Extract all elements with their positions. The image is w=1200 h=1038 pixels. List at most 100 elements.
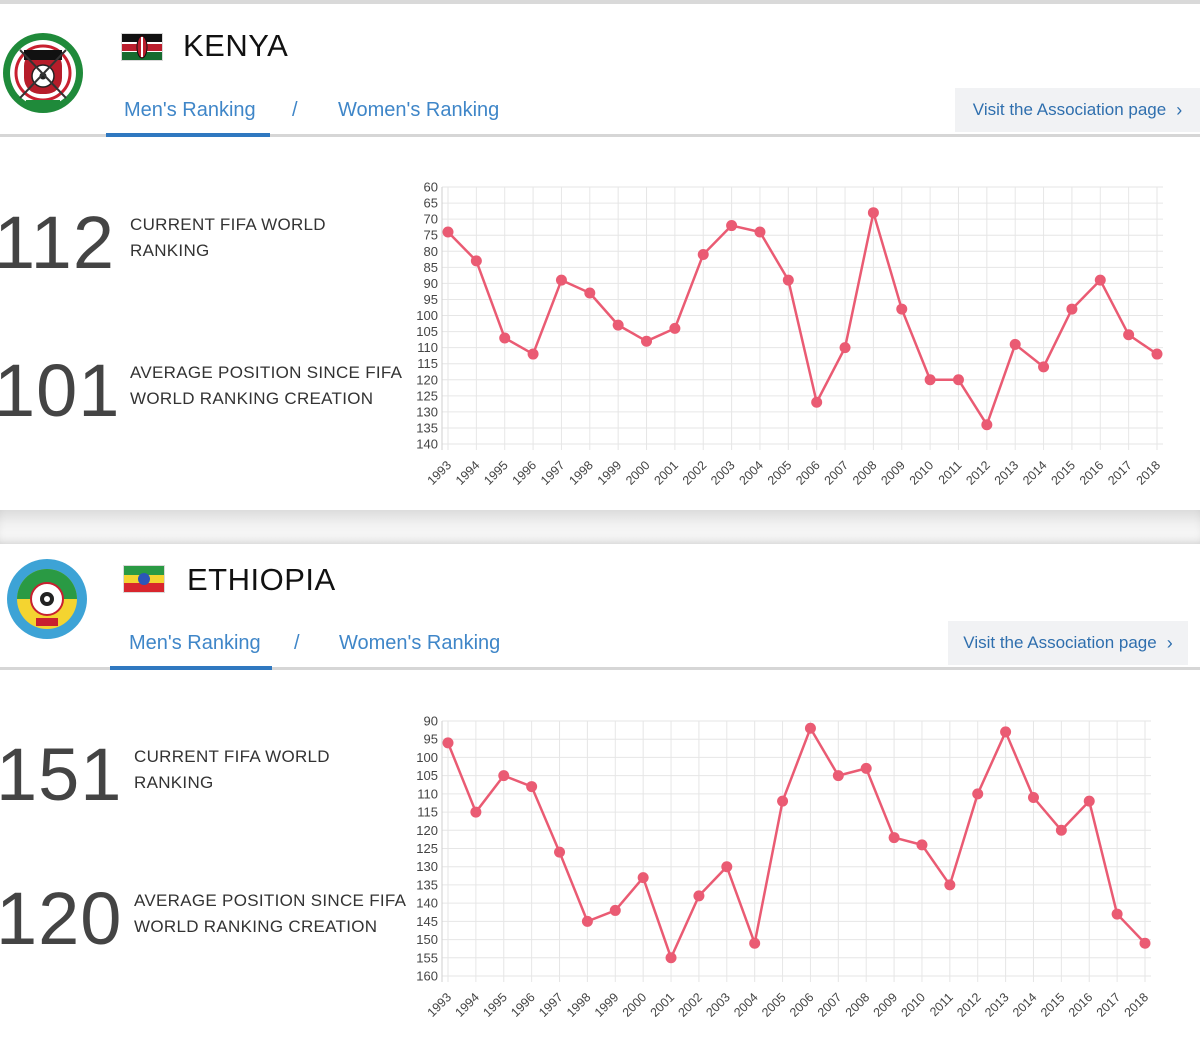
x-tick-label: 1993 xyxy=(425,458,455,488)
x-tick-label: 1996 xyxy=(508,990,538,1020)
y-tick-label: 130 xyxy=(416,859,438,874)
tab-mens-ranking[interactable]: Men's Ranking xyxy=(129,632,261,654)
x-tick-label: 2006 xyxy=(787,990,817,1020)
x-tick-label: 1997 xyxy=(536,990,566,1020)
x-tick-label: 2010 xyxy=(907,458,937,488)
average-rank-label: AVERAGE POSITION SINCE FIFA WORLD RANKIN… xyxy=(134,888,406,940)
data-point xyxy=(470,255,482,267)
data-point xyxy=(442,226,454,238)
data-point xyxy=(952,374,964,386)
current-rank-label: CURRENT FIFA WORLD RANKING xyxy=(134,744,330,796)
data-point xyxy=(1038,361,1050,373)
data-point xyxy=(470,806,482,818)
y-tick-label: 135 xyxy=(416,877,438,892)
data-point xyxy=(1027,792,1039,803)
x-tick-label: 1995 xyxy=(480,990,510,1020)
y-tick-label: 70 xyxy=(424,212,438,227)
x-tick-label: 2007 xyxy=(815,990,845,1020)
x-tick-label: 2015 xyxy=(1048,458,1078,488)
x-tick-label: 2013 xyxy=(992,458,1022,488)
x-tick-label: 2017 xyxy=(1105,458,1135,488)
data-point xyxy=(981,419,993,431)
x-tick-label: 2008 xyxy=(850,458,880,488)
data-point xyxy=(1083,795,1095,807)
y-tick-label: 100 xyxy=(416,750,438,765)
x-tick-label: 2016 xyxy=(1077,458,1107,488)
x-tick-label: 2009 xyxy=(878,458,908,488)
data-point xyxy=(726,220,738,232)
series-line xyxy=(446,727,1146,960)
country-name: KENYA xyxy=(183,28,289,63)
data-point xyxy=(1111,908,1123,920)
data-point xyxy=(697,248,709,260)
y-tick-label: 80 xyxy=(424,244,438,259)
y-tick-label: 90 xyxy=(424,276,438,291)
tabs-divider xyxy=(0,667,1200,670)
average-rank-label-line1: AVERAGE POSITION SINCE FIFA xyxy=(134,891,407,910)
data-point xyxy=(860,762,872,774)
x-tick-label: 2001 xyxy=(648,990,678,1020)
data-point xyxy=(782,274,794,286)
y-tick-label: 105 xyxy=(416,768,438,783)
data-point xyxy=(924,374,936,386)
active-tab-indicator xyxy=(106,133,270,137)
y-tick-label: 95 xyxy=(424,292,438,307)
x-tick-label: 2002 xyxy=(680,458,710,488)
visit-association-label: Visit the Association page xyxy=(963,633,1157,652)
x-tick-label: 2003 xyxy=(708,458,738,488)
data-point xyxy=(641,335,653,347)
tab-womens-ranking[interactable]: Women's Ranking xyxy=(338,99,500,121)
data-point xyxy=(867,207,879,219)
data-point xyxy=(1009,338,1021,350)
y-tick-label: 120 xyxy=(416,823,438,838)
tab-separator: / xyxy=(294,632,300,654)
current-rank-label-line2: RANKING xyxy=(130,241,210,260)
x-tick-label: 2000 xyxy=(620,990,650,1020)
x-tick-label: 2016 xyxy=(1066,990,1096,1020)
average-rank-label-line1: AVERAGE POSITION SINCE FIFA xyxy=(130,363,403,382)
x-tick-label: 2002 xyxy=(675,990,705,1020)
data-point xyxy=(584,287,596,299)
data-point xyxy=(526,781,538,793)
y-tick-label: 115 xyxy=(417,356,438,371)
data-point xyxy=(721,861,733,873)
ethiopia-panel: ETHIOPIA Men's Ranking / Women's Ranking… xyxy=(0,544,1200,1038)
y-tick-label: 120 xyxy=(416,372,438,387)
x-tick-label: 2014 xyxy=(1010,990,1040,1020)
y-tick-label: 140 xyxy=(416,437,438,452)
x-tick-label: 2003 xyxy=(703,990,733,1020)
x-tick-label: 2009 xyxy=(871,990,901,1020)
x-tick-label: 1998 xyxy=(564,990,594,1020)
x-tick-label: 2000 xyxy=(623,458,653,488)
data-point xyxy=(581,915,593,927)
chevron-right-icon: › xyxy=(1176,99,1183,120)
x-tick-label: 2011 xyxy=(936,458,965,487)
y-tick-label: 125 xyxy=(416,388,438,403)
panel-separator xyxy=(0,510,1200,544)
y-tick-label: 75 xyxy=(424,228,438,243)
tab-mens-ranking[interactable]: Men's Ranking xyxy=(124,99,256,121)
active-tab-indicator xyxy=(110,666,272,670)
current-rank-label-line1: CURRENT FIFA WORLD xyxy=(130,215,326,234)
x-tick-label: 2011 xyxy=(927,990,956,1019)
tab-separator: / xyxy=(292,99,298,121)
tab-womens-ranking[interactable]: Women's Ranking xyxy=(339,632,501,654)
visit-association-button[interactable]: Visit the Association page › xyxy=(955,88,1200,132)
x-tick-label: 2013 xyxy=(982,990,1012,1020)
y-tick-label: 160 xyxy=(416,969,438,984)
x-tick-label: 2018 xyxy=(1134,458,1164,488)
data-point xyxy=(555,274,567,286)
current-rank-label-line2: RANKING xyxy=(134,773,214,792)
data-point xyxy=(972,788,984,800)
average-rank-label: AVERAGE POSITION SINCE FIFA WORLD RANKIN… xyxy=(130,360,402,412)
visit-association-button[interactable]: Visit the Association page › xyxy=(948,621,1188,665)
ethiopia-flag xyxy=(124,566,164,592)
x-tick-label: 2018 xyxy=(1122,990,1152,1020)
data-point xyxy=(804,722,816,734)
y-tick-label: 135 xyxy=(416,420,438,435)
x-tick-label: 2001 xyxy=(651,458,681,488)
x-tick-label: 2012 xyxy=(963,458,993,488)
y-tick-label: 95 xyxy=(424,732,438,747)
data-point xyxy=(888,832,900,844)
average-rank-value: 120 xyxy=(0,877,123,960)
